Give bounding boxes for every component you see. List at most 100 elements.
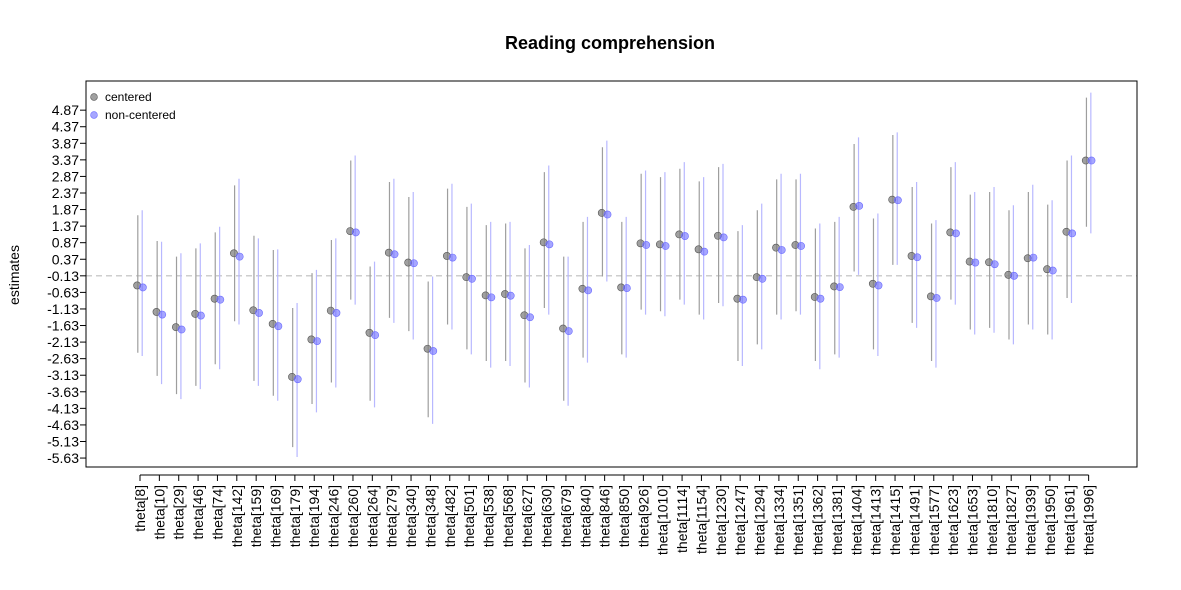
x-tick-label-4: theta[74] [209,485,225,540]
x-tick-label-6: theta[159] [248,485,264,547]
point-non-centered-18 [487,293,496,302]
x-tick-label-41: theta[1577] [926,485,942,555]
point-non-centered-12 [371,331,380,340]
point-non-centered-2 [177,325,186,334]
x-tick-label-14: theta[340] [403,485,419,547]
point-non-centered-31 [739,295,747,304]
x-tick-label-34: theta[1351] [790,485,806,555]
point-non-centered-34 [797,242,805,250]
x-tick-label-40: theta[1491] [906,485,922,555]
point-non-centered-23 [584,286,593,295]
x-tick-label-25: theta[850] [616,485,632,547]
point-non-centered-43 [971,258,980,267]
y-tick-label-15: 1.87 [52,202,79,218]
point-non-centered-19 [506,291,515,300]
y-tick-label-12: 0.37 [52,251,79,267]
legend-label-non-centered: non-centered [105,108,176,122]
legend-label-centered: centered [105,90,152,104]
x-tick-label-9: theta[194] [306,485,322,547]
point-non-centered-0 [138,283,147,292]
point-non-centered-5 [235,252,244,261]
point-non-centered-22 [564,327,573,336]
x-tick-label-7: theta[169] [268,485,284,547]
x-tick-label-22: theta[679] [558,485,574,547]
point-non-centered-36 [835,283,844,291]
point-non-centered-16 [448,253,457,262]
x-tick-label-33: theta[1334] [771,485,787,555]
y-tick-label-3: -4.13 [47,400,79,416]
y-tick-label-20: 4.37 [52,119,79,135]
y-tick-label-4: -3.63 [47,384,79,400]
y-tick-label-13: 0.87 [52,235,79,251]
x-tick-label-10: theta[246] [326,485,342,547]
x-tick-label-12: theta[264] [364,485,380,547]
point-non-centered-7 [274,322,283,331]
y-tick-label-11: -0.13 [47,268,79,284]
x-tick-label-3: theta[46] [190,485,206,540]
y-tick-label-6: -2.63 [47,351,79,367]
point-non-centered-10 [332,309,341,317]
point-non-centered-48 [1068,229,1077,238]
x-tick-label-15: theta[348] [422,485,438,547]
point-non-centered-13 [390,250,399,259]
x-tick-label-18: theta[538] [480,485,496,547]
y-axis: -5.63-5.13-4.63-4.13-3.63-3.13-2.63-2.13… [47,102,87,466]
point-non-centered-44 [990,260,999,269]
y-tick-label-5: -3.13 [47,367,79,383]
x-tick-label-36: theta[1381] [829,485,845,555]
y-tick-label-2: -4.63 [47,417,79,433]
point-non-centered-3 [197,311,205,320]
x-tick-label-44: theta[1810] [984,485,1000,555]
x-tick-label-26: theta[926] [635,485,651,547]
y-tick-label-7: -2.13 [47,334,79,350]
point-non-centered-42 [952,229,960,238]
point-non-centered-45 [1010,271,1018,280]
y-tick-label-10: -0.63 [47,284,79,300]
point-non-centered-30 [719,233,728,242]
x-tick-label-1: theta[10] [151,485,167,540]
x-tick-label-20: theta[627] [519,485,535,547]
point-non-centered-39 [894,196,902,205]
x-tick-label-2: theta[29] [171,485,187,540]
plot-frame [85,80,1138,468]
y-tick-label-1: -5.13 [47,433,79,449]
x-tick-label-32: theta[1294] [752,485,768,555]
point-non-centered-15 [429,347,438,355]
point-non-centered-40 [913,253,922,262]
legend: centered non-centered [90,90,176,122]
y-axis-label: estimates [6,245,22,305]
x-tick-label-28: theta[1114] [674,485,690,553]
x-tick-label-0: theta[8] [132,485,148,532]
y-tick-label-17: 2.87 [52,168,79,184]
x-tick-label-24: theta[846] [597,485,613,547]
point-non-centered-47 [1048,266,1057,275]
point-non-centered-32 [758,274,767,283]
y-tick-label-16: 2.37 [52,185,79,201]
point-non-centered-33 [777,246,786,254]
x-tick-label-27: theta[1010] [655,485,671,555]
point-non-centered-6 [255,309,263,317]
point-non-centered-41 [932,294,941,302]
x-tick-label-16: theta[482] [442,485,458,547]
point-non-centered-20 [526,313,534,322]
y-tick-label-0: -5.63 [47,450,79,466]
point-non-centered-24 [603,210,612,219]
x-tick-label-42: theta[1623] [945,485,961,555]
x-tick-label-49: theta[1996] [1081,485,1097,555]
y-tick-label-18: 3.37 [52,152,79,168]
legend-marker-centered [90,93,98,101]
x-tick-label-46: theta[1939] [1023,485,1039,555]
x-tick-label-13: theta[279] [384,485,400,547]
x-tick-label-37: theta[1404] [848,485,864,555]
x-tick-label-17: theta[501] [461,485,477,547]
point-non-centered-1 [158,310,167,319]
x-tick-label-48: theta[1961] [1061,485,1077,555]
x-tick-label-11: theta[260] [345,485,361,547]
x-tick-label-8: theta[179] [287,485,303,547]
point-non-centered-49 [1087,156,1096,165]
y-tick-label-14: 1.37 [52,218,79,234]
x-tick-label-39: theta[1415] [887,485,903,555]
x-tick-label-47: theta[1950] [1042,485,1058,555]
x-tick-label-30: theta[1230] [713,485,729,555]
point-non-centered-28 [681,232,689,240]
